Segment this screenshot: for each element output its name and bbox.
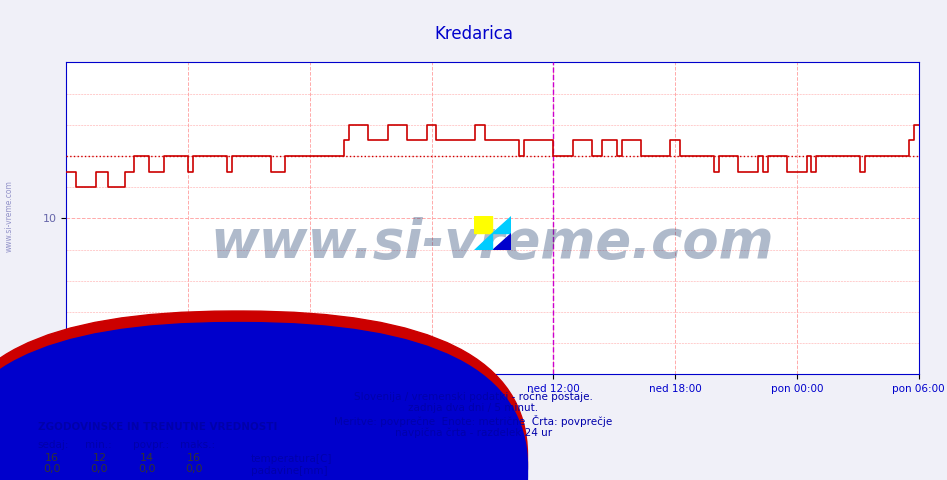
Text: temperatura[C]: temperatura[C] [251, 454, 332, 464]
Text: 0,0: 0,0 [186, 464, 203, 474]
Text: 16: 16 [45, 453, 59, 463]
Polygon shape [492, 233, 511, 250]
Text: maks.:: maks.: [180, 440, 215, 450]
Text: sedaj:: sedaj: [38, 440, 69, 450]
Text: navpična črta - razdelek 24 ur: navpična črta - razdelek 24 ur [395, 427, 552, 438]
Text: 12: 12 [93, 453, 106, 463]
Bar [474, 216, 492, 233]
Text: www.si-vreme.com: www.si-vreme.com [5, 180, 14, 252]
Text: 0,0: 0,0 [91, 464, 108, 474]
Text: padavine[mm]: padavine[mm] [251, 466, 328, 476]
Text: povpr.:: povpr.: [133, 440, 169, 450]
Text: www.si-vreme.com: www.si-vreme.com [210, 217, 775, 269]
Text: 0,0: 0,0 [138, 464, 155, 474]
Polygon shape [474, 233, 492, 250]
Text: 14: 14 [140, 453, 153, 463]
Text: zadnja dva dni / 5 minut.: zadnja dva dni / 5 minut. [408, 403, 539, 413]
Text: Meritve: povprečne  Enote: metrične  Črta: povprečje: Meritve: povprečne Enote: metrične Črta:… [334, 415, 613, 427]
Text: Slovenija / vremenski podatki - ročne postaje.: Slovenija / vremenski podatki - ročne po… [354, 391, 593, 402]
Text: ZGODOVINSKE IN TRENUTNE VREDNOSTI: ZGODOVINSKE IN TRENUTNE VREDNOSTI [38, 422, 277, 432]
Text: 0,0: 0,0 [44, 464, 61, 474]
Text: Kredarica: Kredarica [434, 25, 513, 43]
Text: 16: 16 [188, 453, 201, 463]
Polygon shape [492, 216, 511, 233]
Text: min.:: min.: [85, 440, 112, 450]
